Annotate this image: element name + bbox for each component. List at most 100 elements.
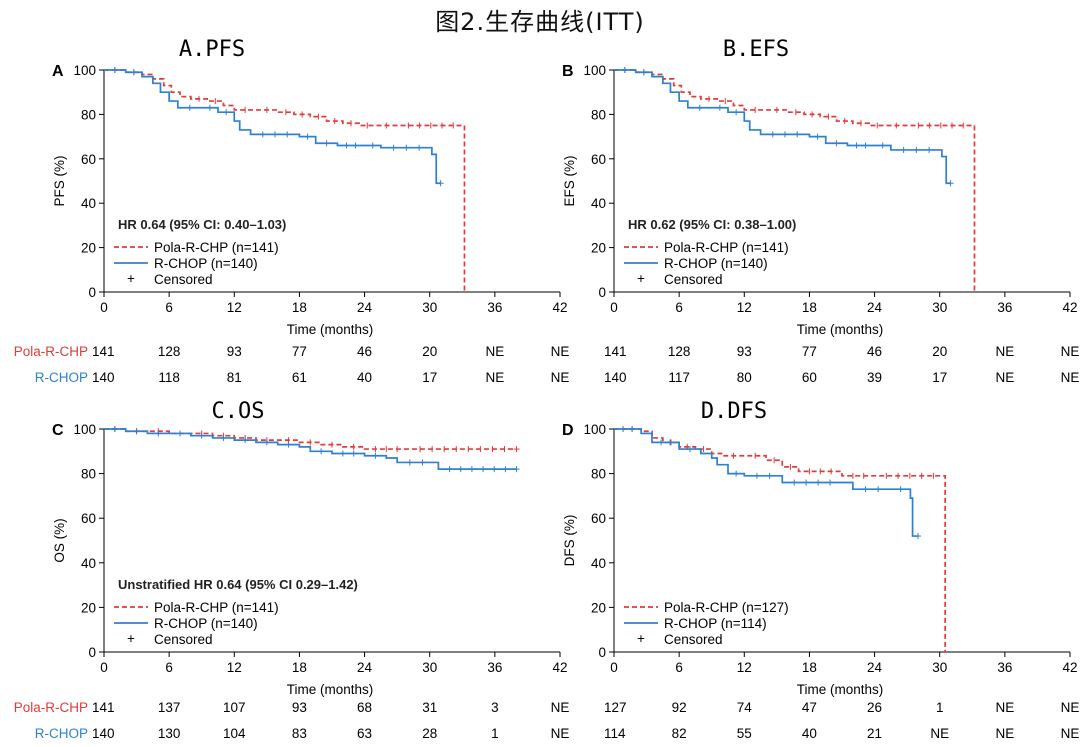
panel-letter: C [52, 422, 64, 439]
panel-efs: B.EFS B 0 20 40 60 80 100 0 6 12 18 24 30 36 42 Time (mo… [562, 37, 1079, 385]
x-tick-label: 24 [867, 660, 883, 675]
km-curve-r-chop [614, 428, 918, 537]
risk-value: 1 [491, 726, 499, 741]
risk-row-label: R-CHOP [35, 726, 88, 741]
legend-label: Pola-R-CHP (n=141) [154, 600, 279, 615]
y-tick-label: 60 [81, 511, 96, 526]
x-tick-label: 0 [610, 660, 618, 675]
risk-value: NE [995, 700, 1014, 715]
y-tick-label: 60 [591, 511, 606, 526]
risk-value: 93 [227, 344, 242, 359]
risk-value: 17 [422, 370, 437, 385]
legend-label: R-CHOP (n=140) [664, 256, 768, 271]
x-axis-label: Time (months) [797, 322, 884, 337]
y-tick-label: 0 [598, 645, 606, 660]
risk-value: 31 [422, 700, 437, 715]
legend-censor-marker: + [637, 631, 645, 646]
x-tick-label: 36 [487, 300, 502, 315]
risk-value: 140 [604, 370, 627, 385]
km-curve-pola-r-chp [614, 428, 946, 652]
y-tick-label: 40 [81, 196, 96, 211]
legend-label: Censored [664, 272, 723, 287]
x-tick-label: 42 [1062, 300, 1077, 315]
panel-title: D.DFS [701, 399, 767, 424]
risk-value: NE [551, 344, 570, 359]
risk-value: 127 [604, 700, 627, 715]
risk-value: 74 [737, 700, 753, 715]
risk-value: 141 [92, 344, 115, 359]
y-tick-label: 0 [598, 285, 606, 300]
x-tick-label: 18 [802, 660, 817, 675]
y-tick-label: 0 [88, 645, 96, 660]
y-axis-label: EFS (%) [562, 155, 577, 206]
y-tick-label: 60 [81, 152, 96, 167]
risk-value: 55 [737, 726, 752, 741]
risk-value: 93 [292, 700, 307, 715]
risk-value: NE [995, 726, 1014, 741]
risk-value: 118 [158, 370, 180, 385]
y-tick-label: 20 [81, 241, 96, 256]
risk-value: 82 [672, 726, 687, 741]
risk-value: 80 [737, 370, 752, 385]
hazard-ratio-text: HR 0.64 (95% CI: 0.40–1.03) [118, 217, 286, 232]
x-tick-label: 42 [1062, 660, 1077, 675]
risk-value: 40 [357, 370, 372, 385]
panel-pfs: A.PFS A 0 20 40 60 80 100 0 6 12 18 24 30 36 42 Time (mo… [14, 37, 570, 385]
risk-value: 114 [604, 726, 626, 741]
panel-dfs: D.DFS D 0 20 40 60 80 100 0 6 12 18 24 30 36 42 Time (mo… [562, 399, 1079, 741]
x-tick-label: 30 [932, 300, 947, 315]
panel-letter: B [562, 63, 574, 80]
km-curve-pola-r-chp [104, 69, 466, 292]
x-tick-label: 0 [100, 660, 108, 675]
risk-value: 63 [357, 726, 372, 741]
risk-value: 141 [604, 344, 627, 359]
x-axis-label: Time (months) [287, 322, 374, 337]
risk-value: NE [1061, 726, 1080, 741]
risk-value: 60 [802, 370, 817, 385]
legend-label: Pola-R-CHP (n=141) [154, 240, 279, 255]
legend-censor-marker: + [127, 631, 135, 646]
y-tick-label: 40 [81, 556, 96, 571]
x-tick-label: 12 [227, 660, 242, 675]
risk-value: NE [551, 726, 570, 741]
panel-letter: A [52, 63, 64, 80]
x-tick-label: 12 [227, 300, 242, 315]
x-axis-label: Time (months) [797, 682, 884, 697]
hazard-ratio-text: Unstratified HR 0.64 (95% CI 0.29–1.42) [118, 577, 358, 592]
panel-letter: D [562, 422, 574, 439]
x-tick-label: 36 [997, 300, 1012, 315]
km-curve-r-chop [614, 69, 951, 185]
y-axis-label: PFS (%) [52, 155, 67, 206]
risk-value: NE [485, 370, 504, 385]
x-tick-label: 18 [292, 300, 307, 315]
risk-value: 81 [227, 370, 242, 385]
legend-label: R-CHOP (n=114) [664, 616, 767, 631]
hazard-ratio-text: HR 0.62 (95% CI: 0.38–1.00) [628, 217, 796, 232]
risk-value: NE [995, 370, 1014, 385]
panel-title: A.PFS [179, 37, 245, 62]
y-tick-label: 20 [81, 600, 96, 615]
risk-value: NE [1061, 344, 1080, 359]
risk-value: 92 [672, 700, 687, 715]
x-tick-label: 18 [802, 300, 817, 315]
risk-value: NE [1061, 700, 1080, 715]
legend-censor-marker: + [127, 271, 135, 286]
risk-value: 68 [357, 700, 372, 715]
y-axis-label: OS (%) [52, 518, 67, 562]
risk-value: NE [551, 700, 570, 715]
legend-label: R-CHOP (n=140) [154, 616, 258, 631]
risk-value: 3 [491, 700, 499, 715]
risk-value: 83 [292, 726, 307, 741]
risk-value: 107 [223, 700, 246, 715]
y-tick-label: 100 [583, 63, 606, 78]
x-tick-label: 24 [357, 300, 373, 315]
legend-label: Censored [154, 272, 213, 287]
risk-value: 117 [668, 370, 690, 385]
risk-value: 77 [802, 344, 817, 359]
y-axis-label: DFS (%) [562, 515, 577, 567]
x-tick-label: 36 [487, 660, 502, 675]
y-tick-label: 40 [591, 196, 606, 211]
x-tick-label: 42 [552, 660, 567, 675]
panel-title: B.EFS [723, 37, 789, 62]
